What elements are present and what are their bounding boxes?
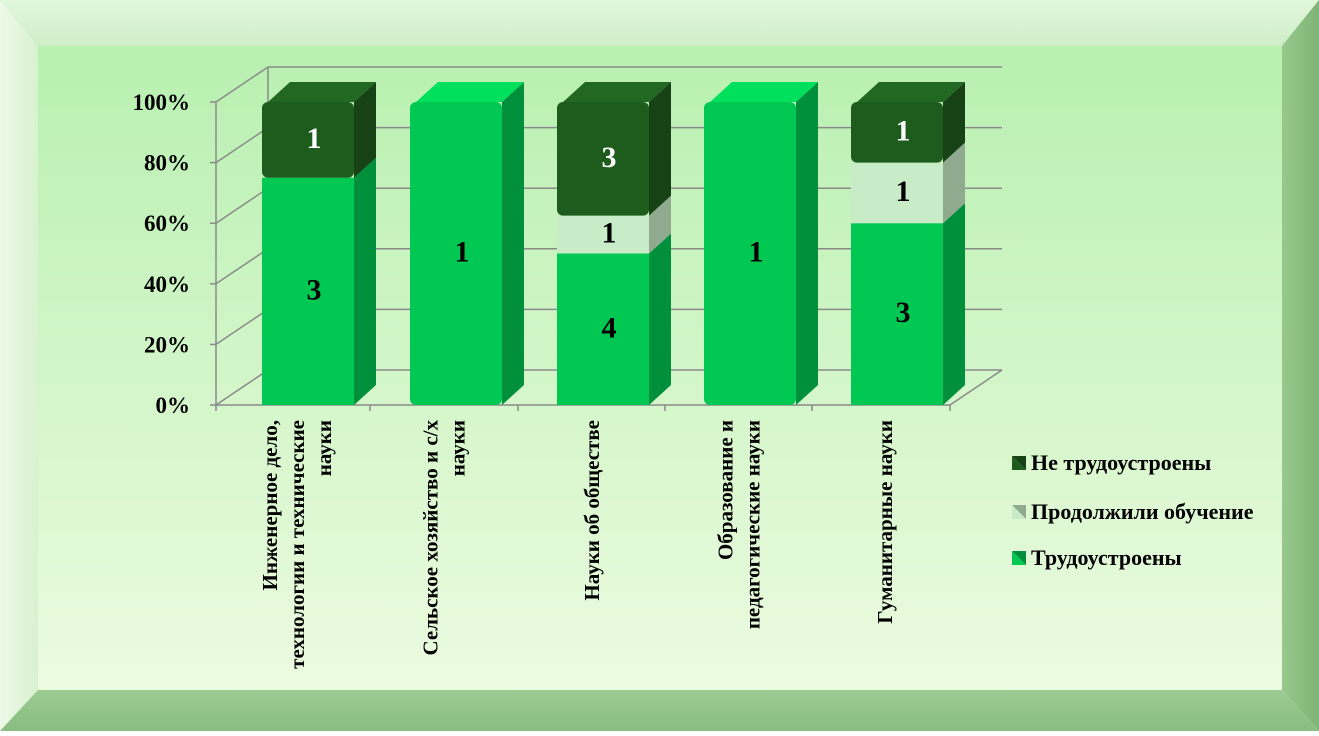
legend: Не трудоустроены Продолжили обучение Трудо… bbox=[1012, 450, 1254, 570]
bar-top bbox=[268, 82, 376, 102]
bar-side bbox=[943, 142, 965, 224]
bar-segment bbox=[262, 177, 354, 405]
y-tick-label: 60% bbox=[144, 211, 190, 236]
bar-value-label: 3 bbox=[602, 141, 617, 174]
bar-segment bbox=[851, 223, 943, 405]
x-category-label: Сельское хозяйство и с/х науки bbox=[419, 420, 470, 656]
bar-value-label: 1 bbox=[896, 175, 911, 208]
bar-side bbox=[354, 157, 376, 405]
legend-label: Трудоустроены bbox=[1031, 545, 1182, 570]
bar-side bbox=[943, 82, 965, 163]
x-category-label: Гуманитарные науки bbox=[873, 420, 897, 624]
x-category-label: Образование и педагогические науки bbox=[714, 420, 765, 629]
y-tick-label: 80% bbox=[144, 151, 190, 176]
legend-swatch bbox=[1012, 456, 1026, 470]
x-category-label-line: Сельское хозяйство и с/х bbox=[419, 420, 443, 656]
x-category-label-line: Гуманитарные науки bbox=[873, 420, 897, 624]
bar-side bbox=[649, 195, 671, 254]
bar-stack: 1 bbox=[410, 82, 524, 405]
bar-top bbox=[710, 82, 818, 102]
bar-side bbox=[796, 82, 818, 405]
bar-stack: 3 1 1 bbox=[851, 82, 965, 405]
bar-value-label: 1 bbox=[896, 114, 911, 147]
bar-segment bbox=[557, 215, 649, 254]
x-category-label-line: науки bbox=[446, 420, 470, 476]
x-category-label: Инженерное дело, технологии и технические… bbox=[258, 420, 336, 669]
bar-segment bbox=[410, 102, 502, 405]
bar-side bbox=[502, 82, 524, 405]
bar-value-label: 1 bbox=[749, 236, 764, 269]
legend-swatch bbox=[1012, 505, 1026, 519]
legend-item: Трудоустроены bbox=[1012, 545, 1182, 570]
x-category-label-line: науки bbox=[312, 420, 336, 476]
bar-side bbox=[649, 233, 671, 405]
y-tick-label: 100% bbox=[133, 90, 191, 115]
bar-stack: 1 bbox=[704, 82, 818, 405]
y-axis: 0% 20% 40% 60% 80% 100% bbox=[133, 90, 951, 418]
legend-label: Не трудоустроены bbox=[1031, 450, 1211, 475]
bar-segment bbox=[851, 162, 943, 224]
x-category-label-line: Науки об обществе bbox=[580, 420, 604, 601]
x-axis-labels: Инженерное дело, технологии и технические… bbox=[258, 420, 897, 669]
bar-side bbox=[354, 82, 376, 178]
bar-value-label: 1 bbox=[455, 236, 470, 269]
bar-segment bbox=[557, 253, 649, 405]
y-tick-label: 40% bbox=[144, 272, 190, 297]
legend-item: Не трудоустроены bbox=[1012, 450, 1211, 475]
y-tick-label: 20% bbox=[144, 332, 190, 357]
x-category-label-line: технологии и технические bbox=[285, 420, 309, 669]
bar-value-label: 1 bbox=[307, 122, 322, 155]
legend-label: Продолжили обучение bbox=[1031, 499, 1254, 524]
bar-segment bbox=[557, 102, 649, 216]
bar-side bbox=[649, 82, 671, 216]
legend-swatch bbox=[1012, 551, 1026, 565]
bar-value-label: 1 bbox=[602, 217, 617, 250]
bar-segment bbox=[851, 102, 943, 163]
bar-segment bbox=[262, 102, 354, 178]
x-category-label-line: Образование и bbox=[714, 420, 738, 560]
bar-stack: 4 1 3 bbox=[557, 82, 671, 405]
legend-item: Продолжили обучение bbox=[1012, 499, 1254, 524]
bar-segment bbox=[704, 102, 796, 405]
x-category-label-line: педагогические науки bbox=[741, 420, 765, 629]
bar-side bbox=[943, 203, 965, 405]
bar-top bbox=[416, 82, 524, 102]
x-category-label: Науки об обществе bbox=[580, 420, 604, 601]
bar-stack: 31 bbox=[262, 82, 376, 405]
bar-value-label: 3 bbox=[896, 296, 911, 329]
x-category-label-line: Инженерное дело, bbox=[258, 420, 282, 590]
y-tick-label: 0% bbox=[156, 393, 191, 418]
bar-top bbox=[857, 82, 965, 102]
bar-value-label: 3 bbox=[307, 273, 322, 306]
bar-value-label: 4 bbox=[602, 311, 617, 344]
bar-top bbox=[563, 82, 671, 102]
